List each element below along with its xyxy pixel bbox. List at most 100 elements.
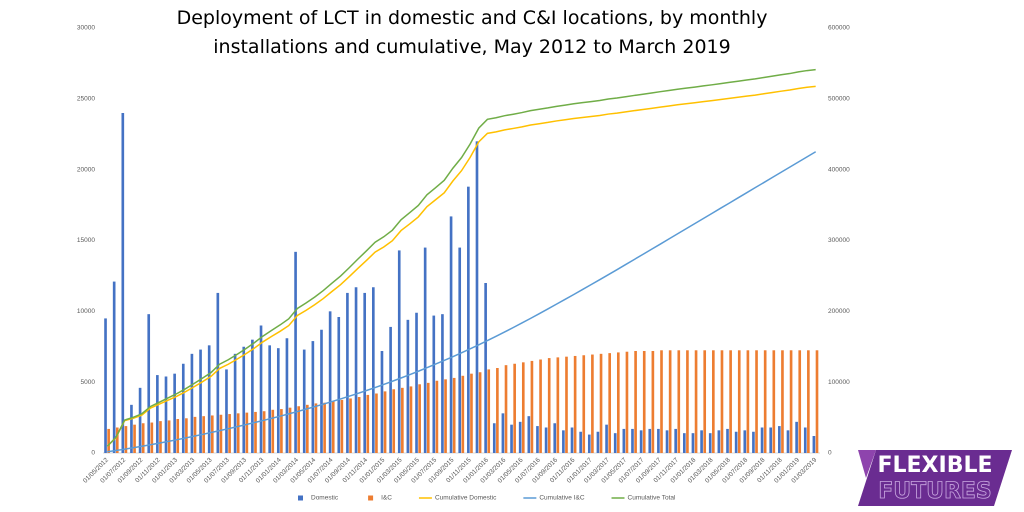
bar bbox=[553, 423, 557, 453]
bar bbox=[233, 353, 237, 453]
bar bbox=[141, 423, 145, 453]
bar bbox=[444, 379, 447, 453]
bar bbox=[496, 368, 499, 453]
bar bbox=[501, 413, 505, 453]
bar bbox=[130, 404, 133, 453]
bar bbox=[363, 292, 367, 453]
bar bbox=[668, 350, 672, 453]
bar bbox=[449, 216, 453, 453]
line bbox=[107, 151, 817, 453]
bar bbox=[729, 350, 732, 453]
bar bbox=[660, 350, 663, 453]
bar bbox=[104, 318, 107, 453]
bar bbox=[648, 428, 652, 453]
legend-label: Cumulative Total bbox=[628, 495, 676, 502]
bar bbox=[734, 431, 738, 453]
bar bbox=[164, 376, 168, 453]
bar bbox=[392, 389, 396, 453]
bar bbox=[159, 421, 162, 453]
bar bbox=[236, 413, 240, 453]
bar bbox=[138, 387, 142, 453]
bar bbox=[547, 358, 551, 453]
bar bbox=[357, 397, 361, 453]
bar bbox=[340, 399, 344, 453]
bar bbox=[492, 423, 496, 453]
bar bbox=[328, 311, 332, 453]
bar bbox=[536, 426, 539, 453]
bar bbox=[778, 426, 781, 453]
bar bbox=[432, 315, 436, 453]
bar bbox=[409, 386, 413, 453]
y2-tick-label: 200000 bbox=[828, 308, 850, 315]
y-tick-label: 0 bbox=[91, 450, 95, 457]
bar bbox=[216, 292, 220, 453]
y2-tick-label: 400000 bbox=[828, 166, 850, 173]
bar bbox=[631, 428, 634, 453]
bar bbox=[579, 431, 582, 453]
bar bbox=[737, 350, 741, 453]
bar bbox=[642, 351, 646, 453]
bar bbox=[219, 414, 223, 453]
bar bbox=[401, 387, 404, 453]
bar bbox=[616, 352, 620, 453]
y2-tick-label: 0 bbox=[828, 450, 832, 457]
bar bbox=[366, 394, 370, 453]
bar bbox=[570, 427, 574, 453]
bar bbox=[634, 351, 637, 453]
legend-label: Domestic bbox=[311, 495, 339, 502]
bar bbox=[686, 350, 689, 453]
bar bbox=[599, 353, 603, 453]
bar bbox=[245, 412, 249, 453]
legend-label: I&C bbox=[381, 495, 392, 502]
y-tick-label: 15000 bbox=[77, 237, 95, 244]
bar bbox=[349, 398, 352, 453]
bar bbox=[297, 406, 301, 453]
bar bbox=[573, 355, 577, 453]
bar bbox=[225, 369, 228, 453]
bar bbox=[185, 418, 188, 453]
bar bbox=[605, 424, 608, 453]
bar bbox=[176, 419, 180, 453]
bar bbox=[435, 380, 439, 453]
bar bbox=[251, 339, 254, 453]
bar bbox=[306, 404, 309, 453]
bar bbox=[789, 350, 793, 453]
y2-tick-label: 600000 bbox=[828, 25, 850, 32]
bar bbox=[746, 350, 750, 453]
bar bbox=[470, 373, 473, 453]
bar bbox=[210, 415, 214, 453]
y-tick-label: 30000 bbox=[77, 25, 95, 32]
bar bbox=[167, 420, 171, 453]
bar bbox=[717, 430, 721, 453]
bar bbox=[582, 355, 586, 453]
bar bbox=[596, 431, 600, 453]
bar bbox=[294, 251, 297, 453]
y-tick-label: 10000 bbox=[77, 308, 95, 315]
bar bbox=[781, 350, 784, 453]
chart-title: Deployment of LCT in domestic and C&I lo… bbox=[176, 7, 768, 58]
bar bbox=[441, 314, 444, 453]
logo-line1: FLEXIBLE bbox=[877, 453, 992, 478]
y-tick-label: 5000 bbox=[81, 379, 96, 386]
bar bbox=[639, 430, 643, 453]
bar bbox=[518, 421, 522, 453]
bar bbox=[807, 350, 810, 453]
bar bbox=[763, 350, 767, 453]
bar bbox=[323, 402, 326, 453]
bar bbox=[786, 430, 790, 453]
line bbox=[106, 68, 816, 447]
logo-accent bbox=[858, 450, 876, 478]
bar bbox=[133, 424, 136, 453]
y2-tick-label: 500000 bbox=[828, 96, 850, 103]
bar bbox=[173, 373, 176, 453]
y-tick-label: 20000 bbox=[77, 166, 95, 173]
bar bbox=[812, 436, 816, 453]
bar bbox=[677, 350, 681, 453]
bar bbox=[193, 416, 197, 453]
bar bbox=[708, 433, 712, 453]
bar bbox=[510, 424, 513, 453]
bar bbox=[562, 430, 565, 453]
bar bbox=[487, 369, 491, 453]
bar bbox=[815, 350, 819, 453]
